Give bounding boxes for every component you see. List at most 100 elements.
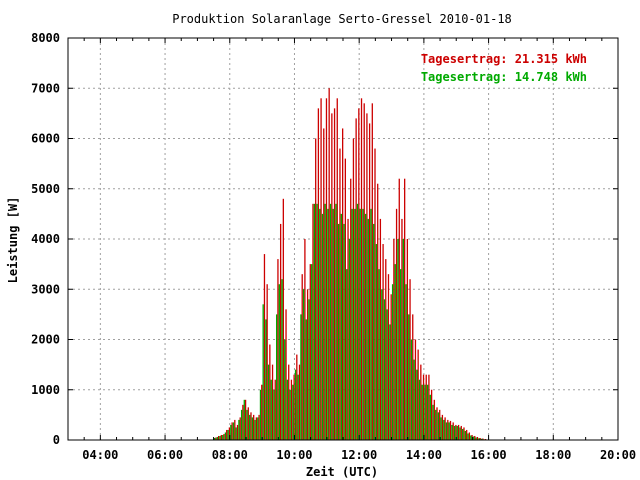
bar-green <box>356 203 359 440</box>
bar-green <box>437 412 440 440</box>
bar-green <box>324 203 326 440</box>
bar-red <box>385 259 387 440</box>
x-tick-label: 14:00 <box>406 448 442 462</box>
bar-red <box>328 88 330 440</box>
bar-red <box>363 103 365 440</box>
bar-red <box>466 429 468 440</box>
bar-green <box>292 384 294 440</box>
bar-green <box>416 369 418 440</box>
bar-red <box>255 417 258 440</box>
x-tick-label: 12:00 <box>341 448 377 462</box>
bar-green <box>440 417 442 440</box>
bar-green <box>297 374 299 440</box>
bar-green <box>405 284 407 440</box>
bar-red <box>352 138 355 440</box>
bar-red <box>355 118 357 441</box>
bar-red <box>387 274 390 440</box>
bar-red <box>239 417 241 440</box>
bar-red <box>242 404 244 440</box>
y-tick-label: 0 <box>53 433 60 447</box>
bar-green <box>302 289 305 440</box>
bar-red <box>339 148 341 441</box>
bar-red <box>474 435 476 440</box>
bar-red <box>296 354 298 440</box>
bar-green <box>364 213 367 440</box>
bar-red <box>263 254 266 440</box>
bar-green <box>284 339 286 440</box>
bar-red <box>409 279 411 440</box>
bar-red <box>417 349 419 440</box>
bar-red <box>393 239 395 440</box>
bar-red <box>390 294 392 440</box>
bar-red <box>455 424 457 440</box>
bar-green <box>456 425 458 440</box>
bar-red <box>320 98 322 441</box>
bar-green <box>367 218 369 440</box>
bar-red <box>428 374 430 440</box>
bar-red <box>261 384 263 440</box>
bar-red <box>395 208 398 440</box>
bar-green <box>311 264 313 440</box>
bar-green <box>294 369 297 440</box>
bar-green <box>448 422 450 440</box>
bar-red <box>371 103 373 440</box>
bar-green <box>432 404 434 440</box>
y-tick-label: 4000 <box>31 232 60 246</box>
bar-green <box>267 364 270 440</box>
bar-red <box>250 412 252 440</box>
bar-red <box>479 437 481 440</box>
bar-green <box>270 379 272 440</box>
bar-green <box>351 208 353 440</box>
bar-red <box>412 314 414 440</box>
bar-red <box>476 436 479 440</box>
bar-green <box>219 435 221 440</box>
bar-green <box>273 389 275 440</box>
bar-red <box>484 438 487 440</box>
bar-red <box>271 364 274 440</box>
y-tick-label: 8000 <box>31 31 60 45</box>
bar-red <box>422 374 425 440</box>
bar-green <box>370 208 372 440</box>
bar-red <box>360 98 363 441</box>
bar-green <box>243 399 245 440</box>
bar-green <box>246 409 248 440</box>
bar-green <box>222 434 224 440</box>
bar-red <box>414 339 417 440</box>
bar-red <box>436 407 438 440</box>
bar-green <box>375 244 378 440</box>
bar-red <box>482 438 484 440</box>
bar-red <box>433 399 435 440</box>
y-tick-label: 5000 <box>31 182 60 196</box>
bar-green <box>262 304 264 440</box>
bar-green <box>381 289 383 440</box>
bar-red <box>377 183 379 440</box>
y-tick-label: 6000 <box>31 132 60 146</box>
bar-red <box>449 420 452 440</box>
x-tick-label: 04:00 <box>82 448 118 462</box>
bar-green <box>319 208 321 440</box>
y-tick-label: 3000 <box>31 282 60 296</box>
bar-green <box>445 422 448 440</box>
bar-green <box>300 314 302 440</box>
bar-green <box>383 299 386 440</box>
bar-green <box>251 417 254 440</box>
bar-red <box>323 128 325 440</box>
bar-red <box>258 414 260 440</box>
bar-green <box>346 269 348 440</box>
bar-red <box>274 379 276 440</box>
bar-red <box>253 414 255 440</box>
bar-green <box>480 438 483 440</box>
bar-red <box>333 108 336 440</box>
bar-green <box>408 314 410 440</box>
bar-red <box>279 223 282 440</box>
x-tick-label: 16:00 <box>471 448 507 462</box>
legend: Tagesertrag: 21.315 kWh Tagesertrag: 14.… <box>421 52 587 84</box>
y-tick-label: 1000 <box>31 383 60 397</box>
bar-red <box>269 344 271 440</box>
bar-green <box>464 430 467 440</box>
bar-green <box>429 394 431 440</box>
bar-green <box>475 437 477 440</box>
bar-red <box>217 435 220 440</box>
bar-red <box>293 374 295 440</box>
